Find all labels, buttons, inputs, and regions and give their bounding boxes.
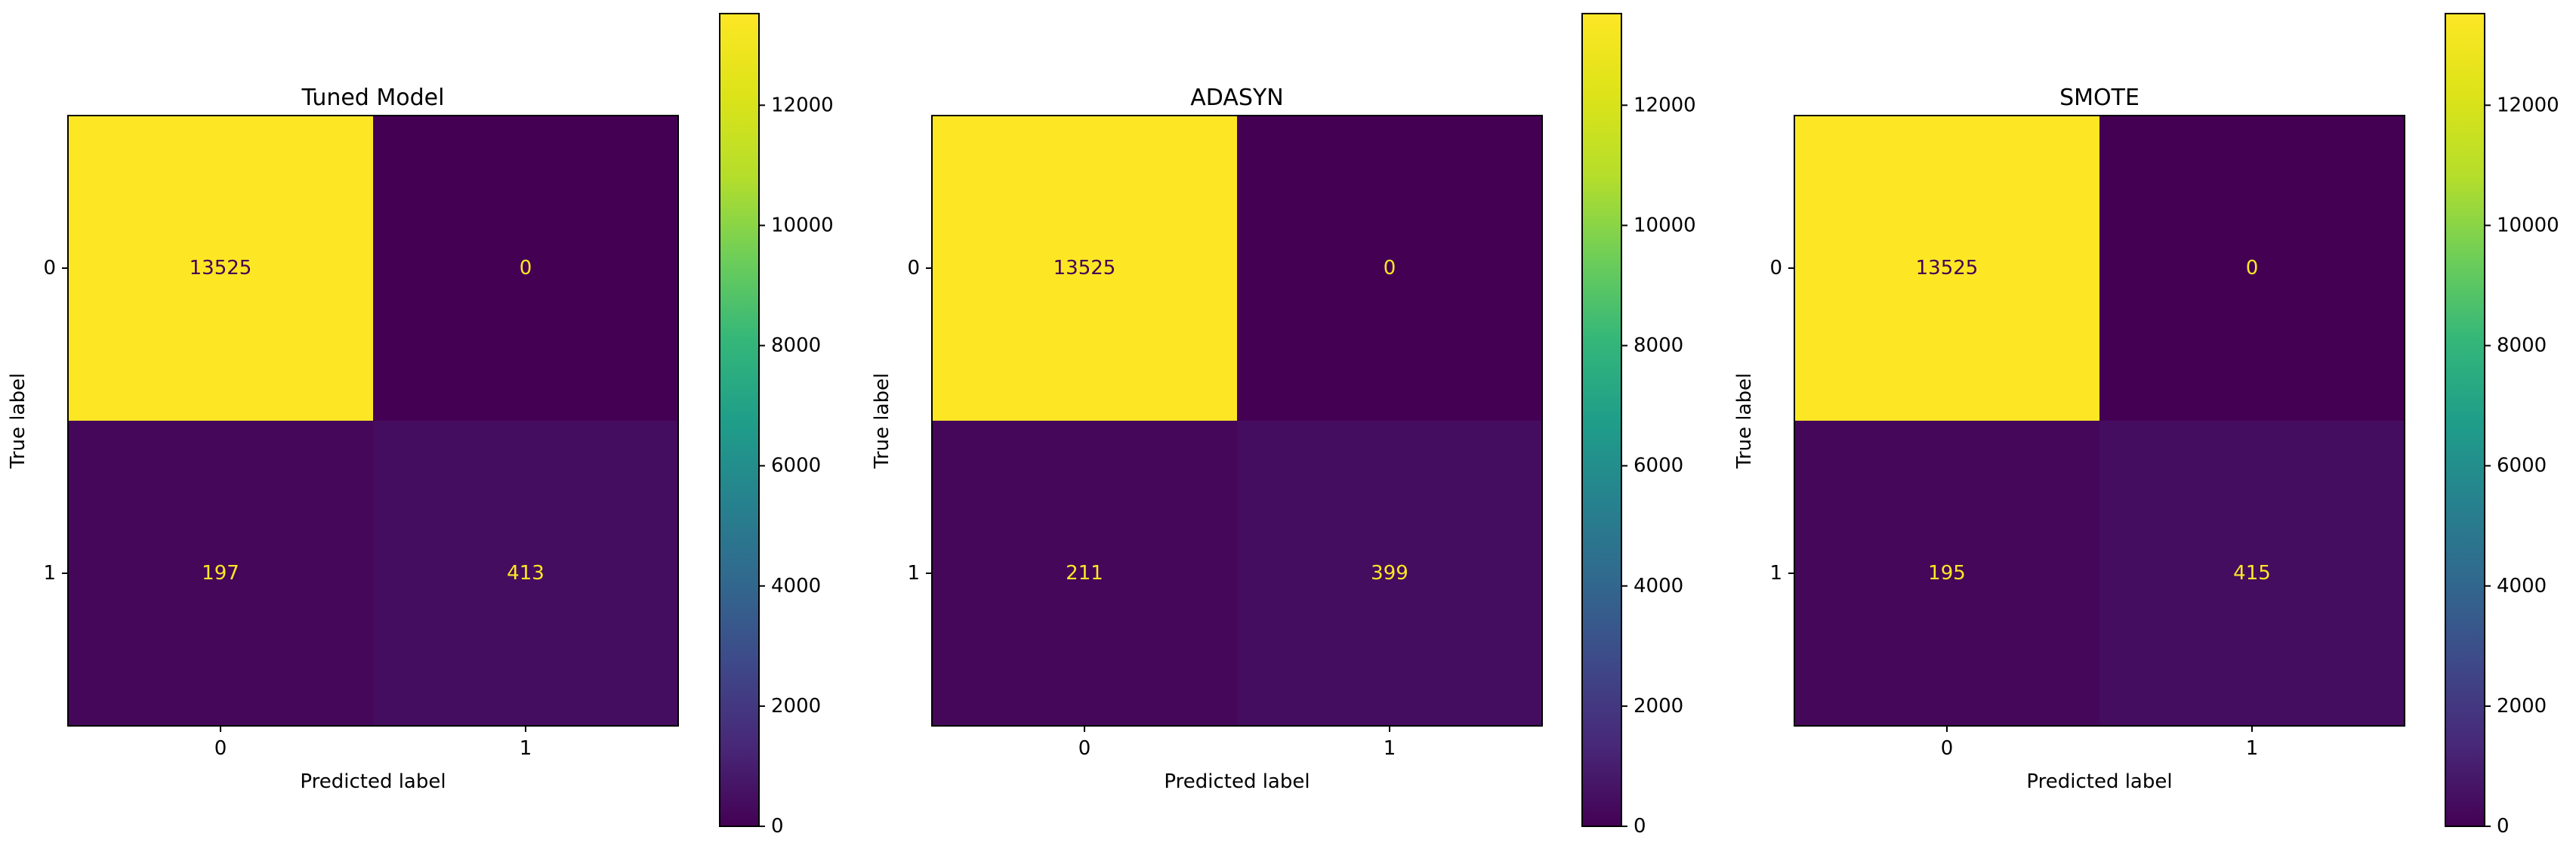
panel-2-colorbar-tick-label: 12000 xyxy=(1634,94,1696,116)
panel-1-colorbar-gradient xyxy=(719,13,760,827)
panel-3-y-tick-label: 1 xyxy=(1769,562,1782,585)
panel-3-colorbar-tick-label: 6000 xyxy=(2497,455,2547,477)
panel-2-x-tick-label: 0 xyxy=(1078,737,1091,760)
panel-1-y-tick-label: 1 xyxy=(43,562,56,585)
panel-2-x-tick-label: 1 xyxy=(1384,737,1396,760)
panel-2-cell-1-1 xyxy=(1237,421,1542,726)
panel-3-y-tick-label: 0 xyxy=(1769,257,1782,279)
panel-1-colorbar-tick-label: 2000 xyxy=(771,695,821,718)
panel-3-colorbar-tick-label: 4000 xyxy=(2497,575,2547,597)
panel-1-cell-0-1 xyxy=(373,116,678,421)
panel-2-cell-0-0 xyxy=(932,116,1237,421)
panel-2-cell-1-0 xyxy=(932,421,1237,726)
panel-3-colorbar-tick-label: 2000 xyxy=(2497,695,2547,718)
panel-2-confusion-matrix: 13525 0 211 399 ADASYN 0 1 0 1 Predicted label Tru… xyxy=(871,85,1543,793)
panel-2-colorbar-tick-label: 0 xyxy=(1634,815,1646,838)
panel-2-colorbar-tick-label: 6000 xyxy=(1634,455,1683,477)
panel-3-confusion-matrix: 13525 0 195 415 SMOTE 0 1 0 1 Predicted label True… xyxy=(1733,85,2405,793)
panel-1-axes-frame xyxy=(67,115,679,727)
panel-1-colorbar-tick-label: 8000 xyxy=(771,335,821,357)
panel-1-colorbar-tick-label: 6000 xyxy=(771,455,821,477)
panel-2-axes-frame xyxy=(931,115,1543,727)
panel-3-colorbar: 0 2000 4000 6000 8000 10000 12000 xyxy=(2445,13,2559,838)
panel-1-cell-0-0 xyxy=(68,116,373,421)
panel-2-y-axis-label: True label xyxy=(871,373,893,469)
panel-1-colorbar-tick-label: 12000 xyxy=(771,94,834,116)
panel-3-cell-value-0-0: 13525 xyxy=(1916,257,1979,279)
panel-1-cell-value-1-0: 197 xyxy=(202,562,239,585)
panel-2-cell-0-1 xyxy=(1237,116,1542,421)
panel-1-colorbar-tick-label: 4000 xyxy=(771,575,821,597)
panel-1-x-tick-label: 1 xyxy=(520,737,532,760)
panel-1-colorbar-tick-label: 10000 xyxy=(771,214,834,236)
panel-1-cell-1-1 xyxy=(373,421,678,726)
panel-2-colorbar: 0 2000 4000 6000 8000 10000 12000 xyxy=(1581,13,1696,838)
panel-1-cell-1-0 xyxy=(68,421,373,726)
panel-2-colorbar-tick-label: 2000 xyxy=(1634,695,1683,718)
panel-1-y-tick-label: 0 xyxy=(43,257,56,279)
panel-3-cell-value-1-0: 195 xyxy=(1928,562,1966,585)
panel-1-x-tick-label: 0 xyxy=(214,737,227,760)
panel-1-colorbar: 0 2000 4000 6000 8000 10000 12000 xyxy=(719,13,834,838)
panel-3-y-axis-label: True label xyxy=(1733,373,1756,469)
panel-3-colorbar-tick-label: 0 xyxy=(2497,815,2510,838)
panel-3-colorbar-tick-label: 10000 xyxy=(2497,214,2559,236)
panel-2-y-tick-label: 0 xyxy=(907,257,920,279)
panel-3-axes-frame xyxy=(1794,115,2405,727)
panel-1-cell-value-0-0: 13525 xyxy=(190,257,252,279)
panel-2-y-tick-label: 1 xyxy=(907,562,920,585)
panel-3-cell-0-0 xyxy=(1794,116,2099,421)
panel-3-title: SMOTE xyxy=(2059,85,2139,111)
panel-2-cell-value-0-1: 0 xyxy=(1384,257,1396,279)
panel-2-x-axis-label: Predicted label xyxy=(1164,770,1310,793)
panel-1-x-axis-label: Predicted label xyxy=(300,770,446,793)
panel-3-cell-value-0-1: 0 xyxy=(2246,257,2259,279)
panel-2-colorbar-gradient xyxy=(1581,13,1622,827)
panel-3-x-tick-label: 1 xyxy=(2246,737,2259,760)
panel-2-colorbar-tick-label: 8000 xyxy=(1634,335,1683,357)
panel-1-confusion-matrix: 13525 0 197 413 Tuned Model 0 1 0 1 Predicted lab… xyxy=(7,85,679,793)
panel-2-title: ADASYN xyxy=(1190,85,1283,111)
panel-2-colorbar-tick-label: 4000 xyxy=(1634,575,1683,597)
panel-3-colorbar-gradient xyxy=(2445,13,2485,827)
panel-1-title: Tuned Model xyxy=(301,85,445,111)
panel-3-x-tick-label: 0 xyxy=(1941,737,1954,760)
panel-3-colorbar-tick-label: 12000 xyxy=(2497,94,2559,116)
panel-3-cell-value-1-1: 415 xyxy=(2233,562,2271,585)
panel-1-cell-value-0-1: 0 xyxy=(520,257,532,279)
panel-2-colorbar-tick-label: 10000 xyxy=(1634,214,1696,236)
panel-1-y-axis-label: True label xyxy=(7,373,29,469)
panel-1-cell-value-1-1: 413 xyxy=(507,562,545,585)
panel-3-cell-1-0 xyxy=(1794,421,2099,726)
panel-3-cell-0-1 xyxy=(2099,116,2405,421)
panel-3-cell-1-1 xyxy=(2099,421,2405,726)
panel-2-cell-value-1-0: 211 xyxy=(1066,562,1103,585)
panel-2-cell-value-1-1: 399 xyxy=(1371,562,1408,585)
panel-3-colorbar-tick-label: 8000 xyxy=(2497,335,2547,357)
panel-1-colorbar-tick-label: 0 xyxy=(771,815,784,838)
panel-2-cell-value-0-0: 13525 xyxy=(1054,257,1116,279)
panel-3-x-axis-label: Predicted label xyxy=(2026,770,2172,793)
